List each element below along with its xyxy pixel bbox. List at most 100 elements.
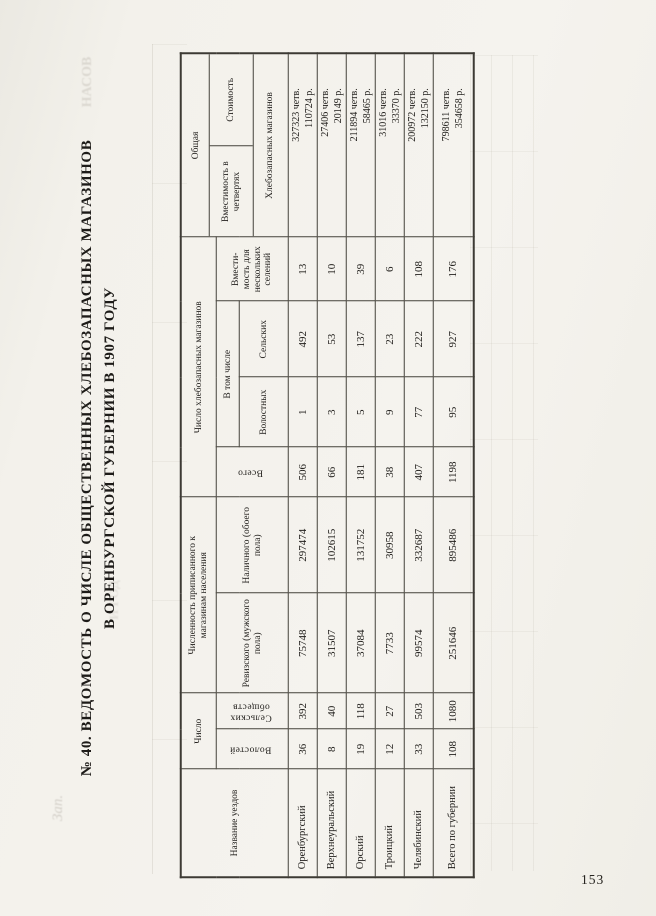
- cell-revizskogo: 75748: [288, 593, 318, 694]
- cell-volostey: 36: [288, 729, 318, 770]
- cell-revizskogo: 99574: [404, 593, 434, 694]
- cell-nalichnogo: 332687: [404, 497, 434, 594]
- cell-capacity: 211894 четв.: [348, 88, 360, 142]
- cell-nalichnogo: 131752: [346, 497, 376, 594]
- table-container: Название уездов Число Численность припис…: [179, 50, 475, 879]
- cell-selskikh: 137: [346, 301, 376, 378]
- table-body: Оренбургский 36 392 75748 297474 506 1 4…: [288, 53, 474, 878]
- cell-capacity: 200972 четв.: [406, 88, 418, 142]
- cell-uezd-name: Всего по губернии: [433, 769, 474, 878]
- cell-obshchaya: 798611 четв. 354658 р.: [433, 53, 474, 238]
- cell-vmestimost-neskolkikh: 10: [317, 237, 347, 302]
- table-row: Орский 19 118 37084 131752 181 5 137 39 …: [346, 53, 376, 878]
- cell-capacity: 327323 четв.: [290, 88, 302, 142]
- cell-uezd-name: Верхнеуральский: [317, 769, 347, 878]
- header-selskikh-obshchestv-label: Сельских обществ: [229, 701, 272, 723]
- cell-obshchaya: 327323 четв. 110724 р.: [288, 53, 318, 238]
- cell-uezd-name: Оренбургский: [288, 769, 318, 878]
- cell-selskikh: 23: [375, 301, 405, 378]
- table-header: Название уездов Число Численность припис…: [180, 53, 289, 878]
- cell-volostnykh: 5: [346, 377, 376, 448]
- cell-vmestimost-neskolkikh: 39: [346, 237, 376, 302]
- cell-uezd-name: Троицкий: [375, 769, 405, 878]
- header-stoimost: Стоимость: [225, 77, 236, 122]
- header-volostey-label: Волостей: [229, 744, 272, 755]
- cell-cost: 33370 р.: [390, 88, 402, 124]
- cell-vmestimost-neskolkikh: 108: [404, 237, 434, 302]
- cell-cost: 20149 р.: [332, 88, 344, 124]
- cell-volostey: 33: [404, 729, 434, 770]
- table-row: Челябинский 33 503 99574 332687 407 77 2…: [404, 53, 434, 878]
- cell-nalichnogo: 102615: [317, 497, 347, 594]
- cell-selskikh: 222: [404, 301, 434, 378]
- header-group-obshchaya: Общая Вместимость в четвертях Стоимость …: [180, 53, 289, 238]
- statistics-table: Название уездов Число Численность припис…: [179, 52, 475, 879]
- cell-cost: 354658 р.: [454, 88, 465, 129]
- page-title: № 40. ВЕДОМОСТЬ О ЧИСЛЕ ОБЩЕСТВЕННЫХ ХЛЕ…: [76, 68, 122, 848]
- cell-capacity: 798611 четв.: [441, 88, 452, 142]
- header-volostey: Волостей: [216, 729, 289, 770]
- header-v-tom-chisle: В том числе: [216, 301, 240, 448]
- cell-nalichnogo: 30958: [375, 497, 405, 594]
- cell-vsego: 1198: [433, 447, 474, 498]
- cell-revizskogo: 7733: [375, 593, 405, 694]
- bleedthrough-table-lines-right: [470, 55, 538, 871]
- page-title-line2: В ОРЕНБУРГСКОЙ ГУБЕРНИИ В 1907 ГОДУ: [102, 286, 118, 630]
- cell-volostnykh: 9: [375, 377, 405, 448]
- cell-cost: 132150 р.: [419, 88, 431, 129]
- cell-selskikh-obshchestv: 392: [288, 693, 318, 730]
- header-selskikh-obshchestv: Сельских обществ: [216, 693, 289, 730]
- cell-nalichnogo: 297474: [288, 497, 318, 594]
- cell-selskikh-obshchestv: 27: [375, 693, 405, 730]
- cell-selskikh-obshchestv: 1080: [433, 693, 474, 730]
- cell-vsego: 506: [288, 447, 318, 498]
- table-row-total: Всего по губернии 108 1080 251646 895486…: [433, 53, 474, 878]
- cell-vsego: 38: [375, 447, 405, 498]
- obshchaya-subgrid: Общая Вместимость в четвертях Стоимость …: [183, 54, 286, 237]
- cell-vsego: 66: [317, 447, 347, 498]
- cell-obshchaya: 200972 четв. 132150 р.: [404, 53, 434, 238]
- header-volostnykh: Волостных: [239, 377, 289, 448]
- cell-selskikh: 492: [288, 301, 318, 378]
- cell-selskikh: 53: [317, 301, 347, 378]
- cell-volostnykh: 1: [288, 377, 318, 448]
- cell-volostey: 8: [317, 729, 347, 770]
- cell-vmestimost-neskolkikh: 176: [433, 237, 474, 302]
- header-group-population-line2: магазинам населения: [198, 552, 209, 639]
- header-selskikh: Сельских: [239, 301, 289, 378]
- cell-cost: 58465 р.: [361, 88, 373, 124]
- header-group-population: Численность приписанного к магазинам нас…: [180, 497, 217, 694]
- header-obshchaya: Общая: [183, 54, 210, 237]
- header-group-chislo: Число: [180, 693, 217, 770]
- bleedthrough-handwriting-mark: Зап.: [50, 794, 66, 822]
- header-nalichnogo: Наличного (обоего пола): [216, 497, 289, 594]
- cell-vsego: 181: [346, 447, 376, 498]
- table-row: Троицкий 12 27 7733 30958 38 9 23 6 3101…: [375, 53, 405, 878]
- cell-selskikh-obshchestv: 503: [404, 693, 434, 730]
- cell-revizskogo: 251646: [433, 593, 474, 694]
- header-vsego-label: Всего: [237, 467, 263, 478]
- cell-vmestimost-neskolkikh: 13: [288, 237, 318, 302]
- cell-volostnykh: 77: [404, 377, 434, 448]
- cell-volostey: 108: [433, 729, 474, 770]
- header-group-magaziny: Число хлебозапасных магазинов: [180, 237, 217, 498]
- header-group-population-line1: Численность приписанного к: [187, 535, 198, 655]
- cell-obshchaya: 27406 четв. 20149 р.: [317, 53, 347, 238]
- cell-nalichnogo: 895486: [433, 497, 474, 594]
- cell-selskikh-obshchestv: 40: [317, 693, 347, 730]
- cell-obshchaya: 31016 четв. 33370 р.: [375, 53, 405, 238]
- table-row: Верхнеуральский 8 40 31507 102615 66 3 5…: [317, 53, 347, 878]
- cell-selskikh-obshchestv: 118: [346, 693, 376, 730]
- page-number: 153: [581, 872, 605, 887]
- cell-revizskogo: 37084: [346, 593, 376, 694]
- cell-capacity: 27406 четв.: [319, 88, 331, 137]
- header-uezd: Название уездов: [180, 769, 289, 878]
- cell-volostey: 19: [346, 729, 376, 770]
- header-vsego: Всего: [216, 447, 289, 498]
- cell-selskikh: 927: [433, 301, 474, 378]
- cell-volostnykh: 3: [317, 377, 347, 448]
- page-title-line1: № 40. ВЕДОМОСТЬ О ЧИСЛЕ ОБЩЕСТВЕННЫХ ХЛЕ…: [79, 139, 95, 777]
- cell-volostnykh: 95: [433, 377, 474, 448]
- header-khlebozapasnykh: Хлебозапасных магазинов: [252, 54, 286, 237]
